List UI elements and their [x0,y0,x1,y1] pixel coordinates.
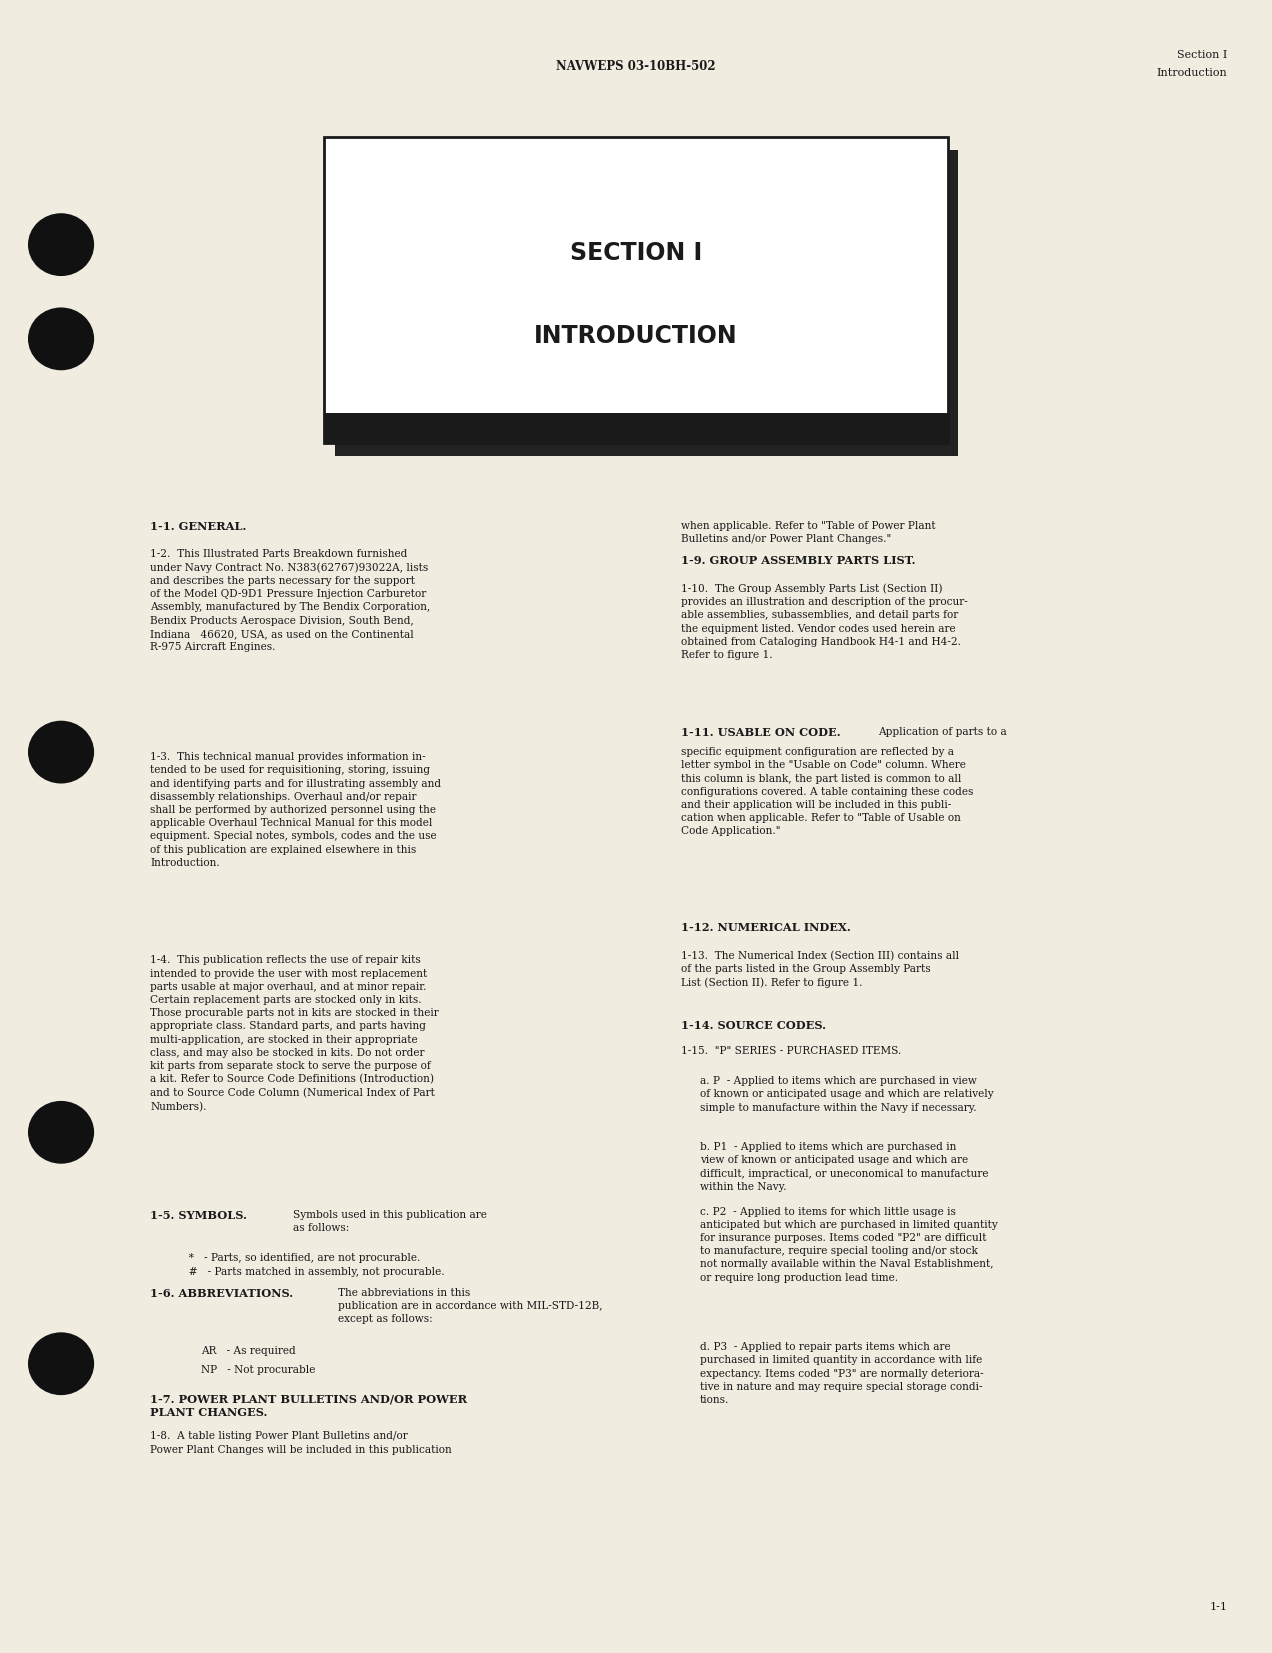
Text: 1-11. USABLE ON CODE.: 1-11. USABLE ON CODE. [681,727,840,739]
Text: *   - Parts, so identified, are not procurable.
  #   - Parts matched in assembl: * - Parts, so identified, are not procur… [182,1253,444,1276]
Text: 1-12. NUMERICAL INDEX.: 1-12. NUMERICAL INDEX. [681,922,850,934]
Text: NP   - Not procurable: NP - Not procurable [201,1365,315,1375]
Bar [324,137,948,443]
Text: 1-8.  A table listing Power Plant Bulletins and/or
Power Plant Changes will be i: 1-8. A table listing Power Plant Bulleti… [150,1431,452,1455]
Text: a. P  - Applied to items which are purchased in view
of known or anticipated usa: a. P - Applied to items which are purcha… [700,1076,993,1112]
Text: SECTION I: SECTION I [570,241,702,266]
Text: Section I: Section I [1177,50,1227,60]
Text: 1-10.  The Group Assembly Parts List (Section II)
provides an illustration and d: 1-10. The Group Assembly Parts List (Sec… [681,584,967,660]
Text: 1-2.  This Illustrated Parts Breakdown furnished
under Navy Contract No. N383(62: 1-2. This Illustrated Parts Breakdown fu… [150,549,430,651]
Text: 1-7. POWER PLANT BULLETINS AND/OR POWER
PLANT CHANGES.: 1-7. POWER PLANT BULLETINS AND/OR POWER … [150,1393,467,1418]
Text: specific equipment configuration are reflected by a
letter symbol in the "Usable: specific equipment configuration are ref… [681,747,973,836]
Text: Symbols used in this publication are
as follows:: Symbols used in this publication are as … [293,1210,486,1233]
Ellipse shape [28,1101,94,1164]
Text: 1-6. ABBREVIATIONS.: 1-6. ABBREVIATIONS. [150,1288,294,1299]
Ellipse shape [28,1332,94,1395]
Text: c. P2  - Applied to items for which little usage is
anticipated but which are pu: c. P2 - Applied to items for which littl… [700,1207,997,1283]
Text: 1-1: 1-1 [1210,1602,1227,1612]
Text: The abbreviations in this
publication are in accordance with MIL-STD-12B,
except: The abbreviations in this publication ar… [338,1288,603,1324]
Text: 1-3.  This technical manual provides information in-
tended to be used for requi: 1-3. This technical manual provides info… [150,752,441,868]
Text: 1-14. SOURCE CODES.: 1-14. SOURCE CODES. [681,1020,826,1031]
Text: Introduction: Introduction [1156,68,1227,78]
Text: 1-15.  "P" SERIES - PURCHASED ITEMS.: 1-15. "P" SERIES - PURCHASED ITEMS. [681,1046,901,1056]
Text: when applicable. Refer to "Table of Power Plant
Bulletins and/or Power Plant Cha: when applicable. Refer to "Table of Powe… [681,521,935,544]
Text: d. P3  - Applied to repair parts items which are
purchased in limited quantity i: d. P3 - Applied to repair parts items wh… [700,1342,983,1405]
Bar [324,413,948,443]
Bar [335,150,958,456]
Ellipse shape [28,307,94,370]
Text: 1-9. GROUP ASSEMBLY PARTS LIST.: 1-9. GROUP ASSEMBLY PARTS LIST. [681,555,915,567]
Text: 1-5. SYMBOLS.: 1-5. SYMBOLS. [150,1210,247,1222]
Ellipse shape [28,721,94,784]
Text: INTRODUCTION: INTRODUCTION [534,324,738,349]
Text: 1-13.  The Numerical Index (Section III) contains all
of the parts listed in the: 1-13. The Numerical Index (Section III) … [681,950,959,988]
Text: NAVWEPS 03-10BH-502: NAVWEPS 03-10BH-502 [556,60,716,73]
Text: b. P1  - Applied to items which are purchased in
view of known or anticipated us: b. P1 - Applied to items which are purch… [700,1142,988,1192]
Text: 1-4.  This publication reflects the use of repair kits
intended to provide the u: 1-4. This publication reflects the use o… [150,955,439,1112]
Text: Application of parts to a: Application of parts to a [878,727,1006,737]
Ellipse shape [28,213,94,276]
Text: 1-1. GENERAL.: 1-1. GENERAL. [150,521,247,532]
Text: AR   - As required: AR - As required [201,1346,295,1355]
